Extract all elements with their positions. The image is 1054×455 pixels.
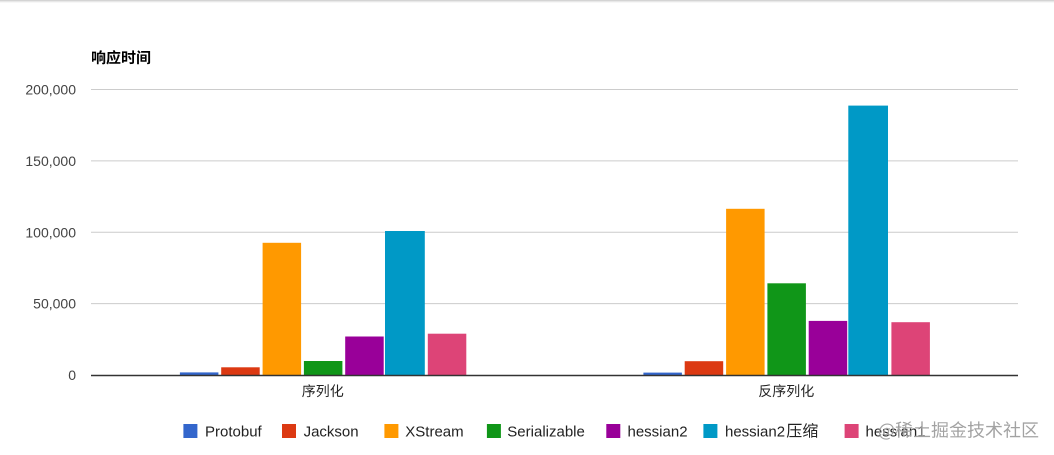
svg-text:150,000: 150,000	[25, 153, 76, 169]
svg-text:Serializable: Serializable	[507, 424, 585, 441]
svg-text:hessian2: hessian2	[725, 424, 785, 441]
svg-text:200,000: 200,000	[25, 82, 76, 98]
svg-text:XStream: XStream	[405, 424, 463, 441]
svg-text:100,000: 100,000	[25, 224, 76, 240]
svg-text:Jackson: Jackson	[304, 424, 359, 441]
svg-text:50,000: 50,000	[33, 296, 76, 312]
svg-text:hessian1: hessian1	[866, 424, 926, 441]
svg-text:Protobuf: Protobuf	[205, 424, 263, 441]
svg-text:hessian2: hessian2	[628, 424, 688, 441]
svg-text:0: 0	[68, 367, 76, 383]
